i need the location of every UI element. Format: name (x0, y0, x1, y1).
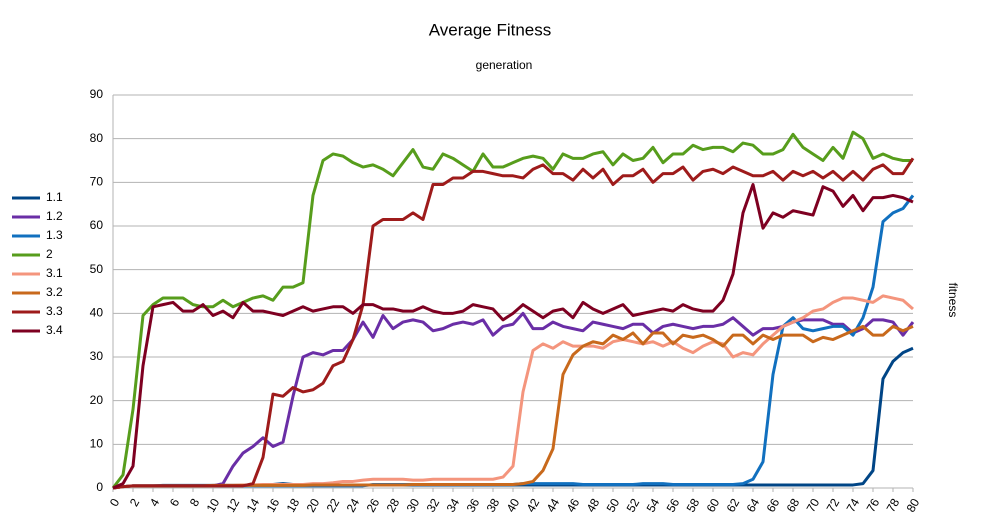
legend-label: 3.4 (46, 323, 63, 337)
x-tick-label: 80 (904, 496, 923, 515)
series-line (112, 157, 915, 490)
x-tick-label: 6 (167, 496, 183, 509)
x-tick-label: 54 (644, 496, 663, 515)
y-tick-label: 70 (90, 175, 104, 189)
x-tick-label: 52 (624, 496, 643, 515)
y-tick-label: 50 (90, 262, 104, 276)
series-line (112, 183, 914, 490)
x-tick-label: 32 (424, 496, 443, 515)
x-tick-label: 76 (864, 496, 883, 515)
x-tick-label: 28 (384, 496, 403, 515)
legend-label: 1.3 (46, 228, 63, 242)
x-tick-label: 8 (187, 496, 203, 509)
legend-label: 1.1 (46, 190, 63, 204)
x-tick-label: 26 (364, 496, 383, 515)
x-tick-label: 70 (804, 496, 823, 515)
y-tick-label: 10 (90, 437, 104, 451)
x-tick-label: 0 (107, 496, 123, 509)
legend-label: 3.3 (46, 304, 63, 318)
series-line (111, 130, 913, 489)
x-tick-label: 24 (344, 496, 363, 515)
x-tick-label: 22 (324, 496, 343, 515)
x-tick-label: 14 (244, 496, 263, 515)
x-tick-label: 40 (504, 496, 523, 515)
y-tick-label: 90 (90, 87, 104, 101)
x-tick-label: 16 (264, 496, 283, 515)
x-tick-label: 34 (444, 496, 463, 515)
x-axis-label: generation (476, 58, 533, 72)
series-line (112, 311, 915, 490)
x-tick-label: 46 (564, 496, 583, 515)
x-tick-label: 48 (584, 496, 603, 515)
y-tick-label: 80 (90, 131, 104, 145)
y-tick-label: 0 (96, 480, 103, 494)
legend-label: 1.2 (46, 209, 63, 223)
chart-title: Average Fitness (429, 20, 552, 39)
x-tick-label: 68 (784, 496, 803, 515)
x-tick-label: 2 (127, 496, 143, 509)
y-tick-label: 60 (90, 218, 104, 232)
legend-label: 2 (46, 247, 53, 261)
y-tick-label: 40 (90, 306, 104, 320)
x-tick-label: 4 (147, 496, 163, 509)
x-tick-label: 56 (664, 496, 683, 515)
y-tick-label: 30 (90, 349, 104, 363)
legend-label: 3.2 (46, 285, 63, 299)
x-tick-label: 78 (884, 496, 903, 515)
x-tick-label: 20 (304, 496, 323, 515)
x-tick-label: 66 (764, 496, 783, 515)
x-tick-label: 64 (744, 496, 763, 515)
legend-label: 3.1 (46, 266, 63, 280)
x-tick-label: 36 (464, 496, 483, 515)
x-tick-label: 12 (224, 496, 243, 515)
x-tick-label: 72 (824, 496, 843, 515)
x-tick-label: 18 (284, 496, 303, 515)
x-tick-label: 58 (684, 496, 703, 515)
x-tick-label: 10 (204, 496, 223, 515)
x-tick-label: 42 (524, 496, 543, 515)
x-tick-label: 50 (604, 496, 623, 515)
y-axis-label: fitness (946, 283, 960, 318)
x-tick-label: 30 (404, 496, 423, 515)
x-tick-label: 60 (704, 496, 723, 515)
x-tick-label: 74 (844, 496, 863, 515)
x-tick-label: 44 (544, 496, 563, 515)
y-tick-label: 20 (90, 393, 104, 407)
x-tick-label: 38 (484, 496, 503, 515)
x-tick-label: 62 (724, 496, 743, 515)
